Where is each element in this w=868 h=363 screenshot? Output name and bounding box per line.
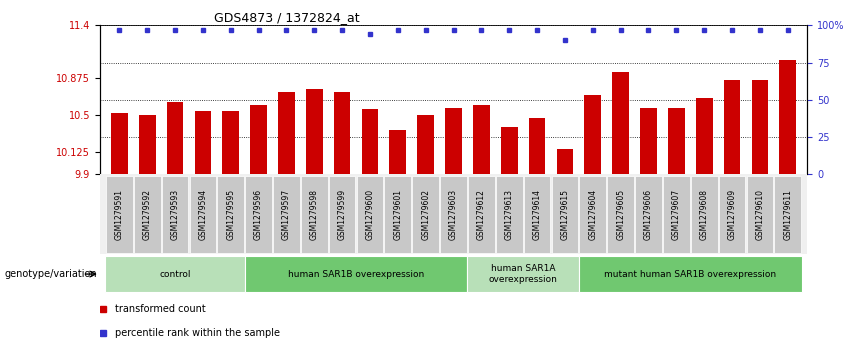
Bar [584,95,602,174]
Bar [556,150,573,174]
Text: percentile rank within the sample: percentile rank within the sample [115,328,280,338]
Bar [468,176,495,253]
Text: GDS4873 / 1372824_at: GDS4873 / 1372824_at [214,11,359,24]
Text: GSM1279596: GSM1279596 [254,189,263,240]
Bar [579,256,802,292]
Bar [635,176,662,253]
Text: GSM1279592: GSM1279592 [142,189,152,240]
Bar [217,176,244,253]
Bar [273,176,299,253]
Bar [496,176,523,253]
Text: GSM1279612: GSM1279612 [477,189,486,240]
Bar [608,176,634,253]
Text: human SAR1B overexpression: human SAR1B overexpression [288,270,424,278]
Text: GSM1279606: GSM1279606 [644,189,653,240]
Text: GSM1279615: GSM1279615 [561,189,569,240]
Bar [445,108,462,174]
Bar [334,92,351,174]
Bar [385,176,411,253]
Text: GSM1279604: GSM1279604 [589,189,597,240]
Bar [752,80,768,174]
Bar [580,176,606,253]
Bar [440,176,467,253]
Bar [551,176,578,253]
Bar [390,130,406,174]
Bar [746,176,773,253]
Bar [111,113,128,174]
Bar [329,176,356,253]
Bar [357,176,384,253]
Bar [306,89,323,174]
Bar [668,108,685,174]
Text: GSM1279595: GSM1279595 [227,189,235,240]
Bar [523,176,550,253]
Bar [779,60,796,174]
Text: GSM1279593: GSM1279593 [170,189,180,240]
Bar [663,176,690,253]
Text: GSM1279605: GSM1279605 [616,189,625,240]
Bar [696,98,713,174]
Bar [612,72,629,174]
Bar [106,176,133,253]
Bar [189,176,216,253]
Text: control: control [159,270,191,278]
Text: GSM1279591: GSM1279591 [115,189,124,240]
Bar [691,176,718,253]
Text: GSM1279600: GSM1279600 [365,189,374,240]
Text: transformed count: transformed count [115,305,206,314]
Bar [245,256,468,292]
Text: GSM1279602: GSM1279602 [421,189,431,240]
Bar [418,115,434,174]
Text: GSM1279594: GSM1279594 [199,189,207,240]
Bar [501,127,517,174]
Text: GSM1279608: GSM1279608 [700,189,708,240]
Bar [194,111,211,174]
Bar [301,176,327,253]
Text: GSM1279614: GSM1279614 [533,189,542,240]
Text: GSM1279607: GSM1279607 [672,189,681,240]
Bar [134,176,161,253]
Text: GSM1279603: GSM1279603 [449,189,458,240]
Bar [100,174,807,254]
Bar [473,105,490,174]
Bar [724,80,740,174]
Text: GSM1279598: GSM1279598 [310,189,319,240]
Bar [529,118,545,174]
Bar [250,105,267,174]
Bar [278,92,295,174]
Bar [468,256,579,292]
Bar [412,176,439,253]
Bar [222,111,239,174]
Bar [719,176,746,253]
Text: GSM1279597: GSM1279597 [282,189,291,240]
Text: GSM1279601: GSM1279601 [393,189,403,240]
Bar [139,115,155,174]
Bar [245,176,272,253]
Text: mutant human SAR1B overexpression: mutant human SAR1B overexpression [604,270,776,278]
Text: GSM1279610: GSM1279610 [755,189,765,240]
Bar [774,176,801,253]
Bar [640,108,657,174]
Text: genotype/variation: genotype/variation [4,269,97,279]
Text: human SAR1A
overexpression: human SAR1A overexpression [489,264,557,284]
Bar [167,102,183,174]
Bar [105,256,245,292]
Text: GSM1279599: GSM1279599 [338,189,346,240]
Text: GSM1279609: GSM1279609 [727,189,737,240]
Text: GSM1279611: GSM1279611 [783,189,792,240]
Bar [362,109,378,174]
Text: GSM1279613: GSM1279613 [504,189,514,240]
Bar [161,176,188,253]
